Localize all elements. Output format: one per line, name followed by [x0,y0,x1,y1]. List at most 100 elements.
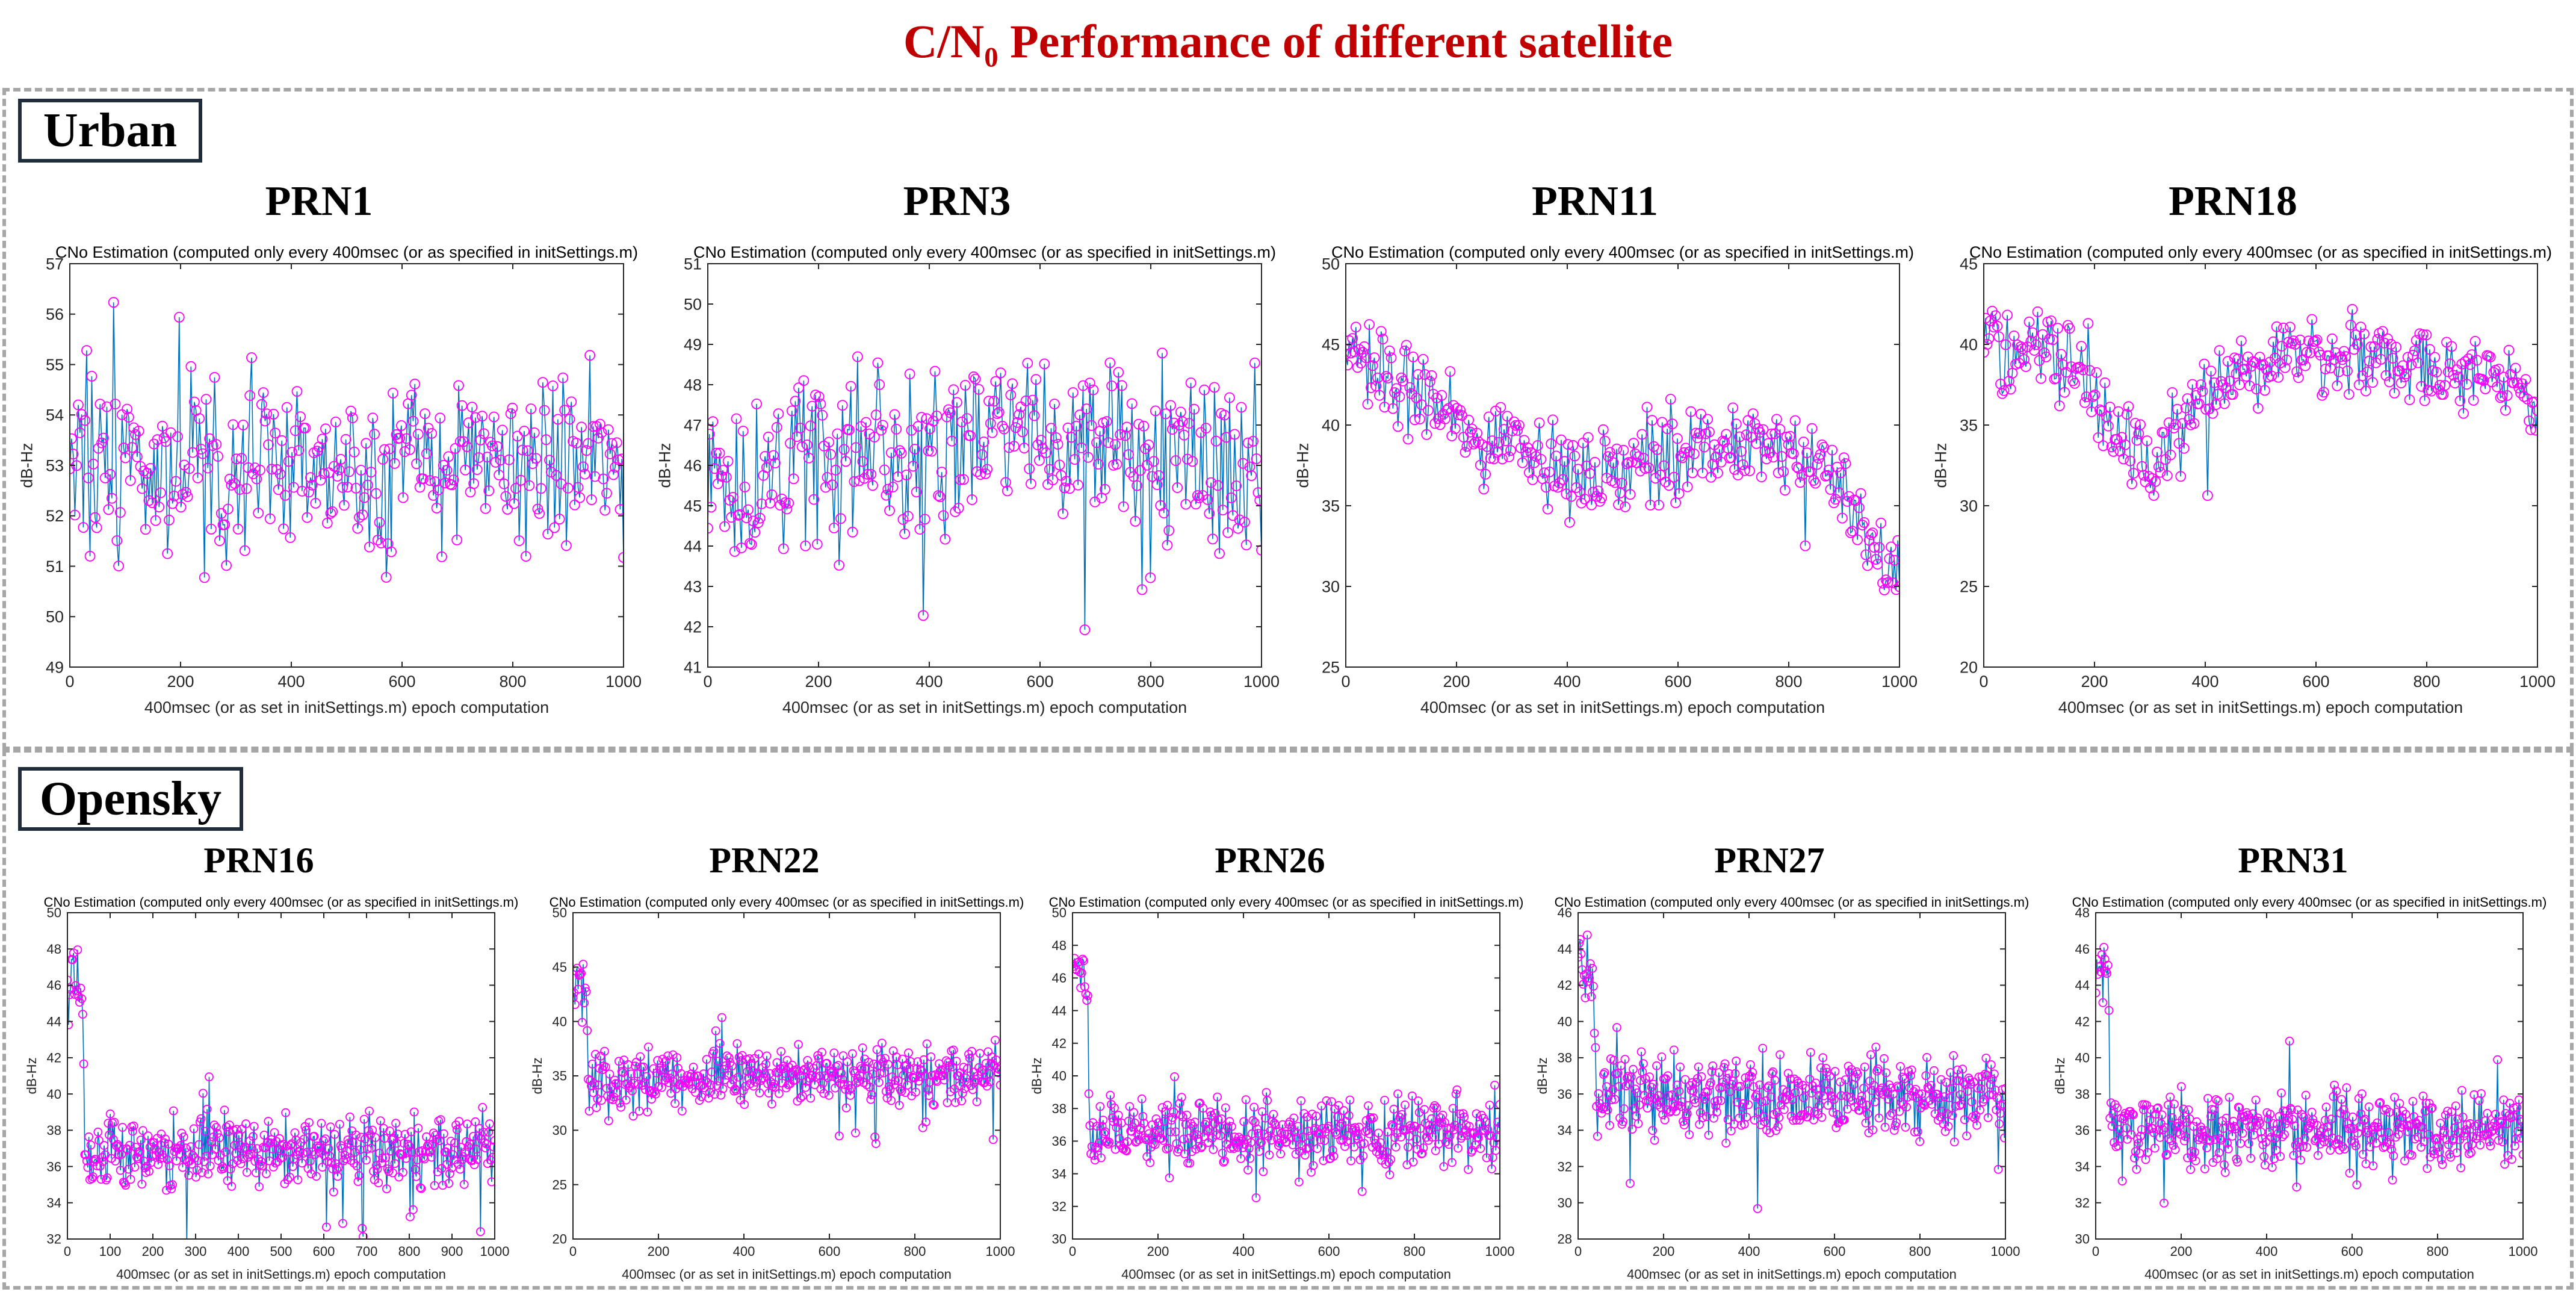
data-point [2093,432,2104,443]
data-point [1619,1104,1629,1114]
y-tick-label: 36 [47,1159,61,1174]
data-point [1564,517,1575,528]
data-point [528,427,540,438]
data-point [1620,1055,1630,1064]
data-point [2055,349,2067,360]
data-point [2432,1133,2441,1143]
data-point [1495,1100,1500,1109]
data-point [1711,1101,1721,1111]
data-point [1874,542,1885,553]
data-point [1190,498,1201,510]
data-point [2345,319,2356,331]
data-point [1664,480,1674,491]
data-point [88,1172,98,1181]
data-point [353,1177,363,1186]
data-point [739,481,751,492]
data-point [773,408,784,420]
data-point [219,519,231,530]
data-point [1930,1066,1939,1075]
data-point [914,1076,923,1086]
data-point [982,464,993,475]
data-point [431,502,442,514]
plot-area [2096,913,2523,1239]
data-point [1532,440,1543,451]
data-point [1118,501,1129,512]
data-point [636,1052,645,1061]
data-point [690,1087,700,1097]
data-point [781,503,793,515]
data-point [1883,1095,1893,1104]
data-point [1225,1117,1234,1126]
data-point [1574,486,1585,498]
data-point [2295,1143,2305,1152]
data-point [1100,483,1110,495]
data-point [89,512,101,523]
data-point [259,1130,269,1140]
data-point [2448,370,2459,381]
data-point [1801,447,1813,459]
data-point [959,1063,968,1072]
data-point [1842,1092,1851,1101]
data-point [1202,494,1213,505]
data-point [975,1049,985,1058]
y-tick-label: 42 [2075,1014,2090,1029]
data-point [196,444,207,455]
data-point [1984,312,1991,324]
data-point [1271,1120,1280,1130]
data-point [443,451,454,462]
data-point [1168,1113,1177,1122]
data-point [1902,1102,1911,1112]
data-point [2399,1120,2409,1129]
data-point [1984,1090,1994,1100]
data-point [1984,347,1989,358]
data-point [1906,1071,1915,1081]
data-point [2188,418,2200,429]
data-point [2267,1132,2276,1142]
data-point [817,1048,826,1057]
chart-title-prn22: PRN22 [709,840,820,880]
data-point [1751,438,1762,449]
data-point [2297,1110,2306,1119]
data-point [2135,419,2146,430]
x-tick-label: 400 [915,672,943,691]
data-point [581,445,592,456]
data-point [349,1158,359,1168]
y-tick-label: 30 [1322,577,1340,595]
data-point [96,437,108,449]
data-point [1375,326,1387,337]
data-point [2214,345,2225,356]
data-point [1451,1089,1461,1099]
data-point [823,436,835,448]
data-point [2340,351,2352,362]
data-point [611,437,622,449]
data-point [1246,470,1257,482]
x-tick-label: 200 [142,1244,164,1259]
data-point [651,1089,660,1099]
data-point [2385,1108,2394,1117]
data-point [1454,1143,1463,1153]
data-point [1168,417,1180,429]
data-point [1814,1091,1824,1100]
data-point [1546,438,1557,450]
data-point [590,1049,600,1059]
data-point [1762,1125,1771,1135]
data-point [574,492,586,503]
data-point [1460,447,1471,458]
data-series [1984,303,2537,502]
data-point [1474,1133,1483,1143]
data-point [1789,1116,1798,1125]
data-point [994,1068,1000,1077]
data-point [602,424,614,435]
data-point [1833,487,1845,498]
data-point [93,1127,103,1137]
data-point [879,464,890,476]
x-tick-label: 600 [2341,1244,2364,1259]
data-point [1976,1084,1986,1093]
data-point [2067,375,2079,387]
data-point [539,405,550,416]
data-point [2292,1182,2302,1192]
data-point [2302,347,2312,358]
x-axis-label: 400msec (or as set in initSettings.m) ep… [116,1267,446,1282]
data-point [374,517,385,528]
data-point [1420,1105,1429,1114]
